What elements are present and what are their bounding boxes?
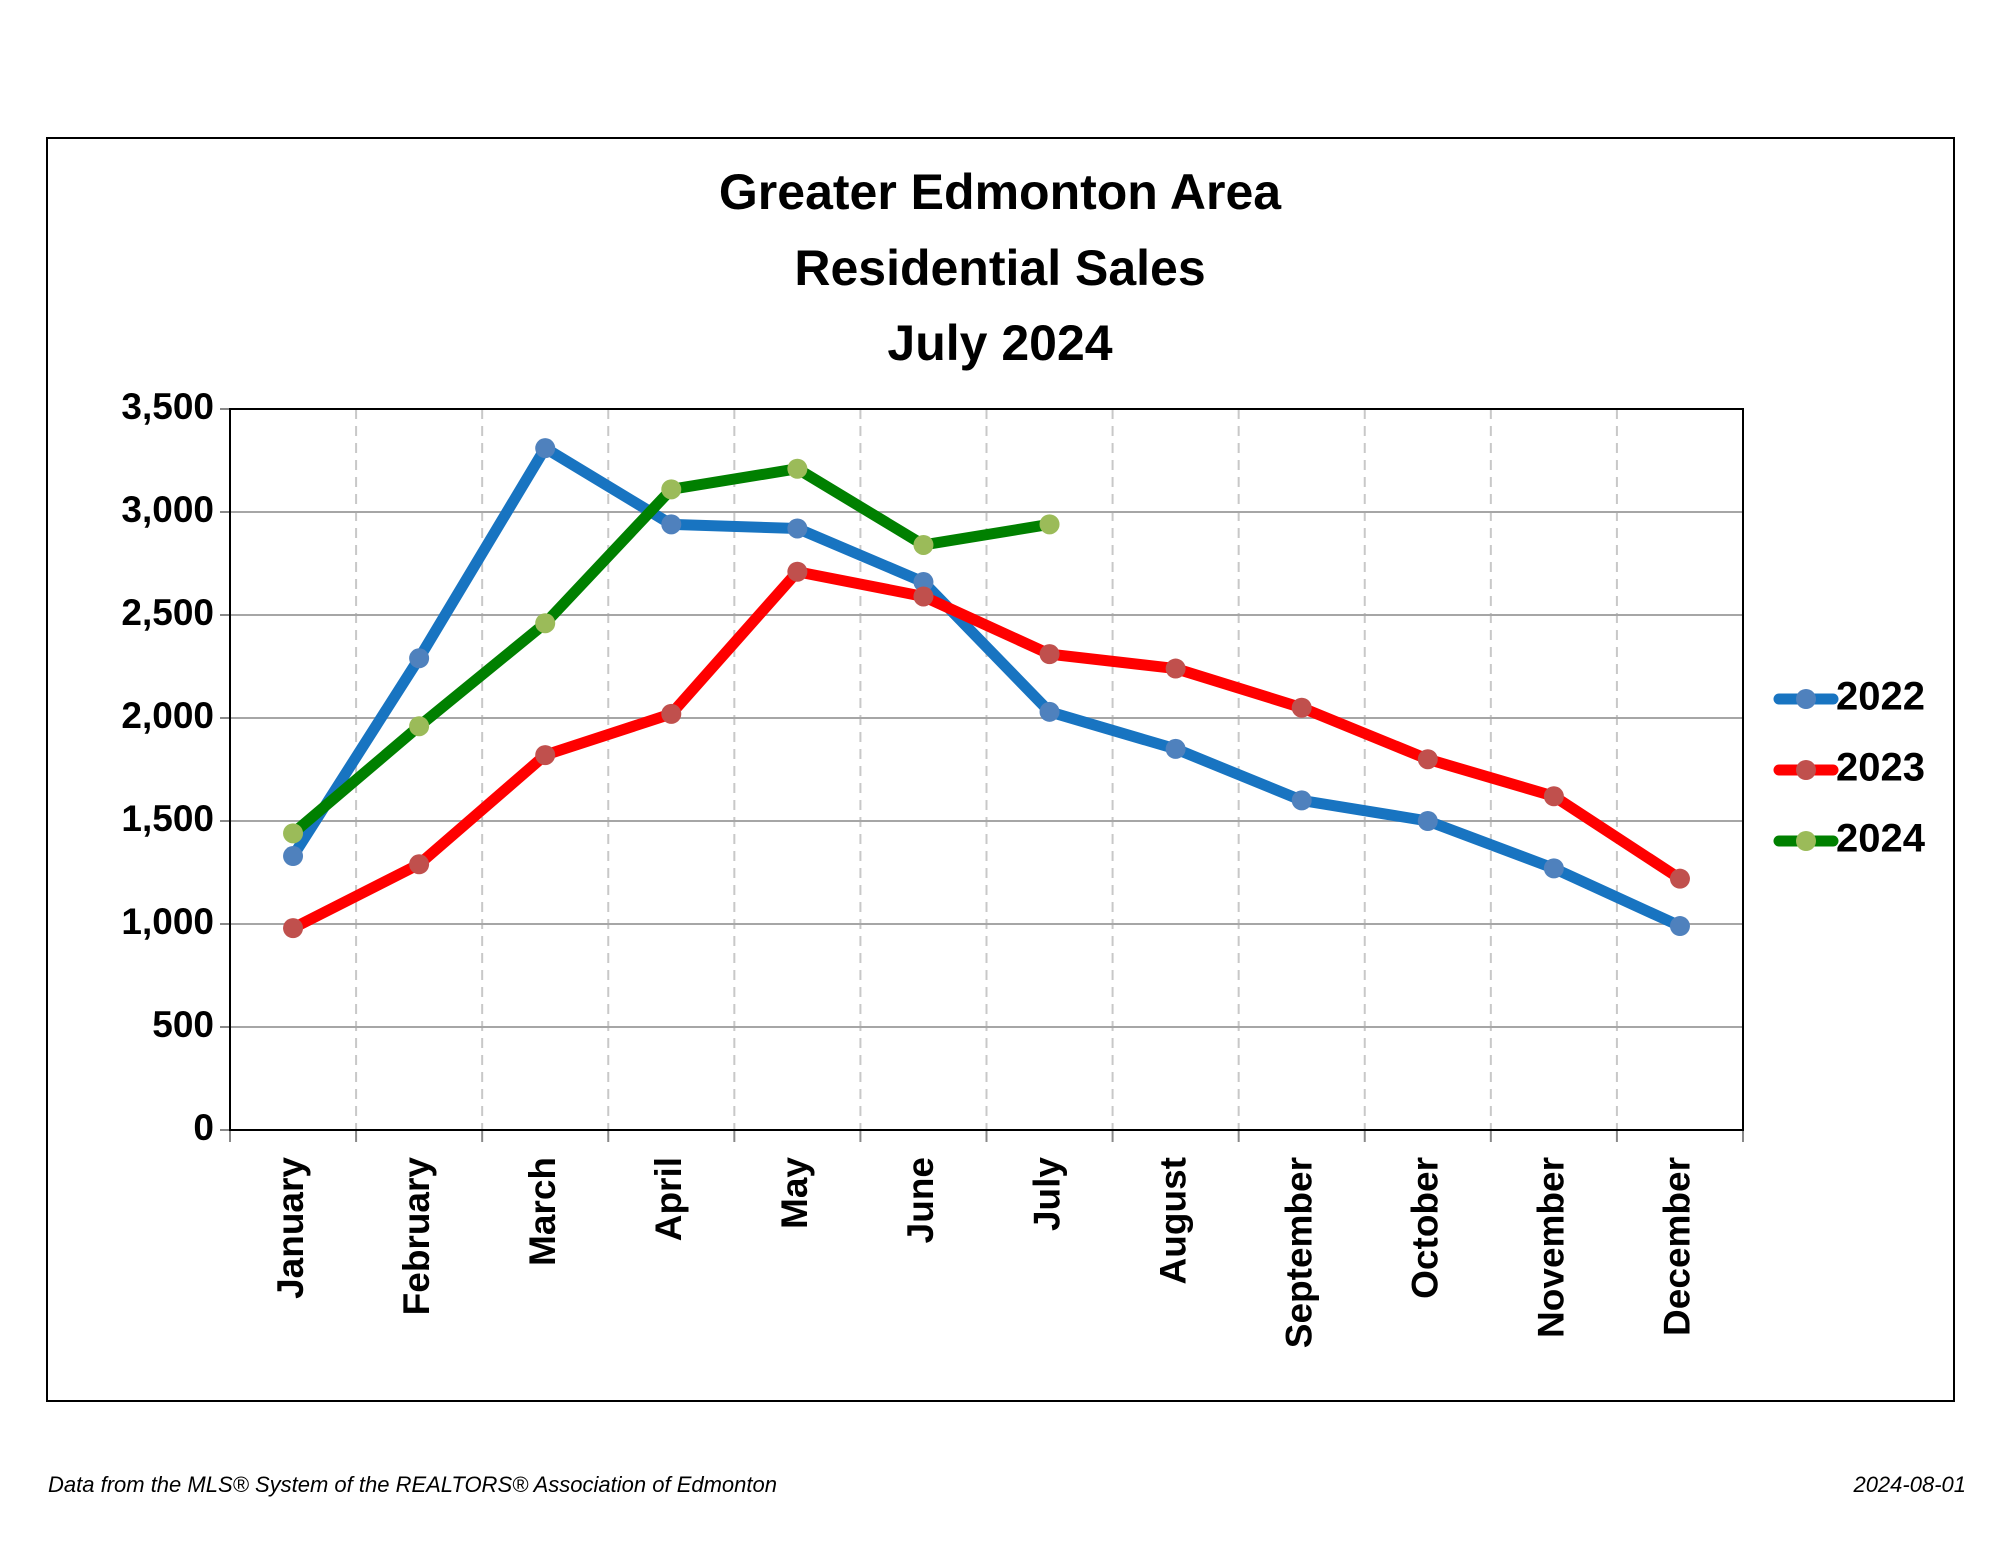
- data-point: [661, 703, 682, 724]
- data-point: [913, 572, 934, 593]
- data-point: [1417, 811, 1438, 831]
- data-point: [409, 648, 430, 669]
- data-point: [787, 458, 808, 479]
- legend-marker: [1796, 831, 1816, 851]
- data-point: [661, 514, 682, 535]
- chart-title: Greater Edmonton Area: [719, 164, 1282, 220]
- data-point: [409, 716, 430, 737]
- legend-label: 2024: [1836, 817, 1926, 861]
- data-point: [1669, 916, 1690, 937]
- plot-frame: [229, 408, 1744, 1131]
- data-point: [1543, 786, 1564, 807]
- legend-marker: [1796, 760, 1816, 780]
- y-tick-label: 1,500: [121, 798, 214, 839]
- y-tick-label: 2,500: [121, 592, 214, 633]
- data-point: [283, 846, 304, 867]
- data-point: [409, 854, 430, 875]
- x-tick-label: November: [1531, 1157, 1572, 1338]
- x-tick-label: September: [1278, 1157, 1319, 1348]
- y-tick-label: 3,500: [121, 386, 214, 427]
- x-tick-label: July: [1026, 1157, 1067, 1231]
- x-tick-label: December: [1657, 1157, 1698, 1336]
- x-tick-label: May: [774, 1157, 815, 1229]
- y-tick-label: 2,000: [121, 695, 214, 736]
- legend-marker: [1796, 689, 1816, 709]
- series-line: [288, 442, 1683, 932]
- data-point: [913, 534, 934, 555]
- chart-title: July 2024: [887, 315, 1112, 371]
- data-point: [1291, 790, 1312, 811]
- chart-title: Residential Sales: [794, 240, 1205, 296]
- y-tick-label: 0: [193, 1107, 214, 1148]
- data-point: [535, 613, 556, 634]
- legend-label: 2023: [1836, 746, 1925, 790]
- y-tick-label: 500: [152, 1004, 214, 1045]
- data-point: [1669, 868, 1690, 889]
- x-tick-label: February: [396, 1157, 437, 1316]
- x-tick-label: April: [648, 1157, 689, 1241]
- data-point: [913, 586, 934, 607]
- data-point: [1165, 738, 1186, 759]
- data-point: [283, 823, 304, 844]
- data-point: [283, 918, 304, 939]
- data-point: [1165, 658, 1186, 679]
- footer-date: 2024-08-01: [1852, 1472, 1966, 1497]
- legend-label: 2022: [1836, 675, 1925, 719]
- data-point: [787, 518, 808, 539]
- x-tick-label: October: [1405, 1157, 1446, 1299]
- data-point: [1039, 701, 1060, 722]
- x-tick-label: March: [522, 1157, 563, 1266]
- data-point: [1039, 644, 1060, 665]
- data-point: [535, 745, 556, 766]
- x-tick-label: August: [1152, 1157, 1193, 1284]
- footer-source: Data from the MLS® System of the REALTOR…: [48, 1472, 777, 1497]
- data-point: [1543, 858, 1564, 879]
- data-point: [1417, 749, 1438, 770]
- data-point: [535, 438, 556, 459]
- y-tick-label: 1,000: [121, 901, 214, 942]
- x-tick-label: June: [900, 1157, 941, 1243]
- x-tick-label: January: [270, 1157, 311, 1299]
- series-line: [290, 566, 1683, 934]
- data-point: [661, 479, 682, 500]
- data-point: [1291, 697, 1312, 718]
- y-tick-label: 3,000: [121, 489, 214, 530]
- data-point: [1039, 514, 1060, 535]
- data-point: [787, 561, 808, 582]
